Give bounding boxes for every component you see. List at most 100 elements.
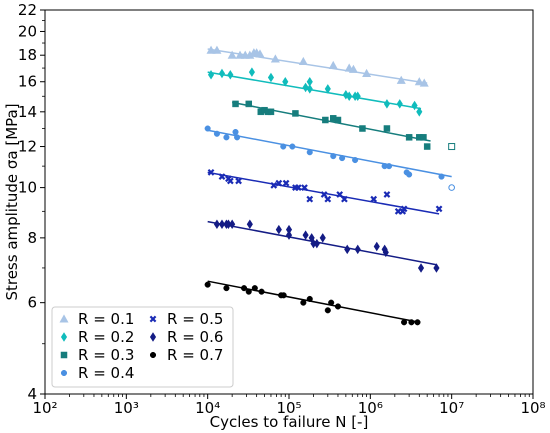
data-point [330,153,337,160]
data-point [324,84,331,94]
data-point [207,168,215,176]
data-point [406,171,413,178]
data-point-stroke-b [226,177,234,185]
data-point-stroke-b [294,184,302,191]
x-tick-label: 10⁴ [195,399,220,417]
x-tick-label: 10⁸ [520,399,545,417]
data-point [408,319,415,326]
data-point-stroke-b [435,205,443,213]
data-point [227,50,237,59]
data-point [275,224,282,235]
data-point [218,219,226,229]
legend-marker [149,351,157,359]
data-point [246,219,253,229]
data-point [206,45,216,54]
data-point [383,125,391,132]
data-point [213,130,220,137]
data-point [232,128,239,136]
y-axis-label: Stress amplitude σa [MPa] [3,103,21,300]
fit-line [207,220,437,266]
legend-box [51,306,234,388]
x-tick-label: 10⁵ [276,399,301,417]
series-6 [207,219,440,273]
data-point [438,173,445,180]
data-point [285,230,293,240]
data-point [411,100,418,111]
series-4 [204,125,455,191]
data-point [348,64,358,73]
data-point [354,244,361,255]
legend-item: R = 0.4 [60,364,134,382]
legend-item: R = 0.7 [149,346,223,364]
data-point [229,219,236,229]
legend-label: R = 0.7 [167,346,223,364]
data-point [382,247,389,258]
legend-label: R = 0.2 [78,328,134,346]
data-point [223,285,230,292]
data-point [234,134,241,141]
x-tick-label: 10³ [114,399,139,417]
data-point [207,70,215,80]
data-point [306,195,314,203]
data-point [282,179,290,187]
data-point [386,163,393,170]
y-tick-label: 18 [18,46,37,64]
data-point-stroke-b [383,191,391,198]
data-point [302,82,309,93]
data-point [419,78,429,87]
legend-label: R = 0.5 [167,310,223,328]
legend-label: R = 0.4 [78,364,134,382]
data-point [245,288,252,295]
x-tick-label: 10⁷ [439,399,464,417]
y-tick-label: 22 [18,1,37,19]
y-tick-label: 20 [18,22,37,40]
axes-layer: 10² 10³ 10⁴ 10⁵ 10⁶ 10⁷ 10⁸ 4 6 8 10 12 14 16 18 20 22 [18,1,546,417]
data-point [339,155,346,162]
data-point [280,143,287,150]
data-point [423,143,431,150]
data-point [306,84,313,94]
data-point [313,238,320,249]
data-point-stroke-b [282,179,290,187]
data-point-stroke-b [301,184,308,191]
data-point [300,299,307,306]
fit-line [207,129,452,178]
data-point [204,125,211,132]
series-1 [206,45,429,87]
legend-marker [60,351,68,359]
data-point [248,67,255,77]
y-tick-label: 8 [27,229,37,247]
data-point [204,281,211,288]
data-point [306,76,313,87]
fit-line [207,280,420,324]
series-2 [207,67,423,117]
data-point [383,191,391,198]
data-point-stroke-b [270,181,278,189]
legend-item: R = 0.2 [60,328,134,346]
data-point [298,56,308,66]
data-point [292,110,299,117]
y-tick-label: 16 [18,73,37,91]
series-7 [204,280,421,326]
series-3 [232,100,456,151]
data-point [352,157,359,164]
data-point [232,100,239,108]
data-point-stroke-b [275,179,283,187]
data-point [294,184,302,191]
legend: R = 0.1R = 0.2R = 0.3R = 0.4R = 0.5R = 0… [51,306,234,388]
data-point [354,91,361,102]
data-point [328,60,338,69]
data-point [324,195,332,203]
data-point [420,134,427,141]
data-point [306,149,313,156]
data-point [373,241,380,252]
data-point [218,68,226,79]
legend-label: R = 0.6 [167,328,223,346]
data-point [416,107,423,117]
data-point [306,295,313,302]
x-tick-label: 10² [32,399,57,417]
data-point [359,125,366,132]
data-point [414,77,424,86]
data-point-stroke-b [400,205,408,213]
data-point [212,45,222,54]
